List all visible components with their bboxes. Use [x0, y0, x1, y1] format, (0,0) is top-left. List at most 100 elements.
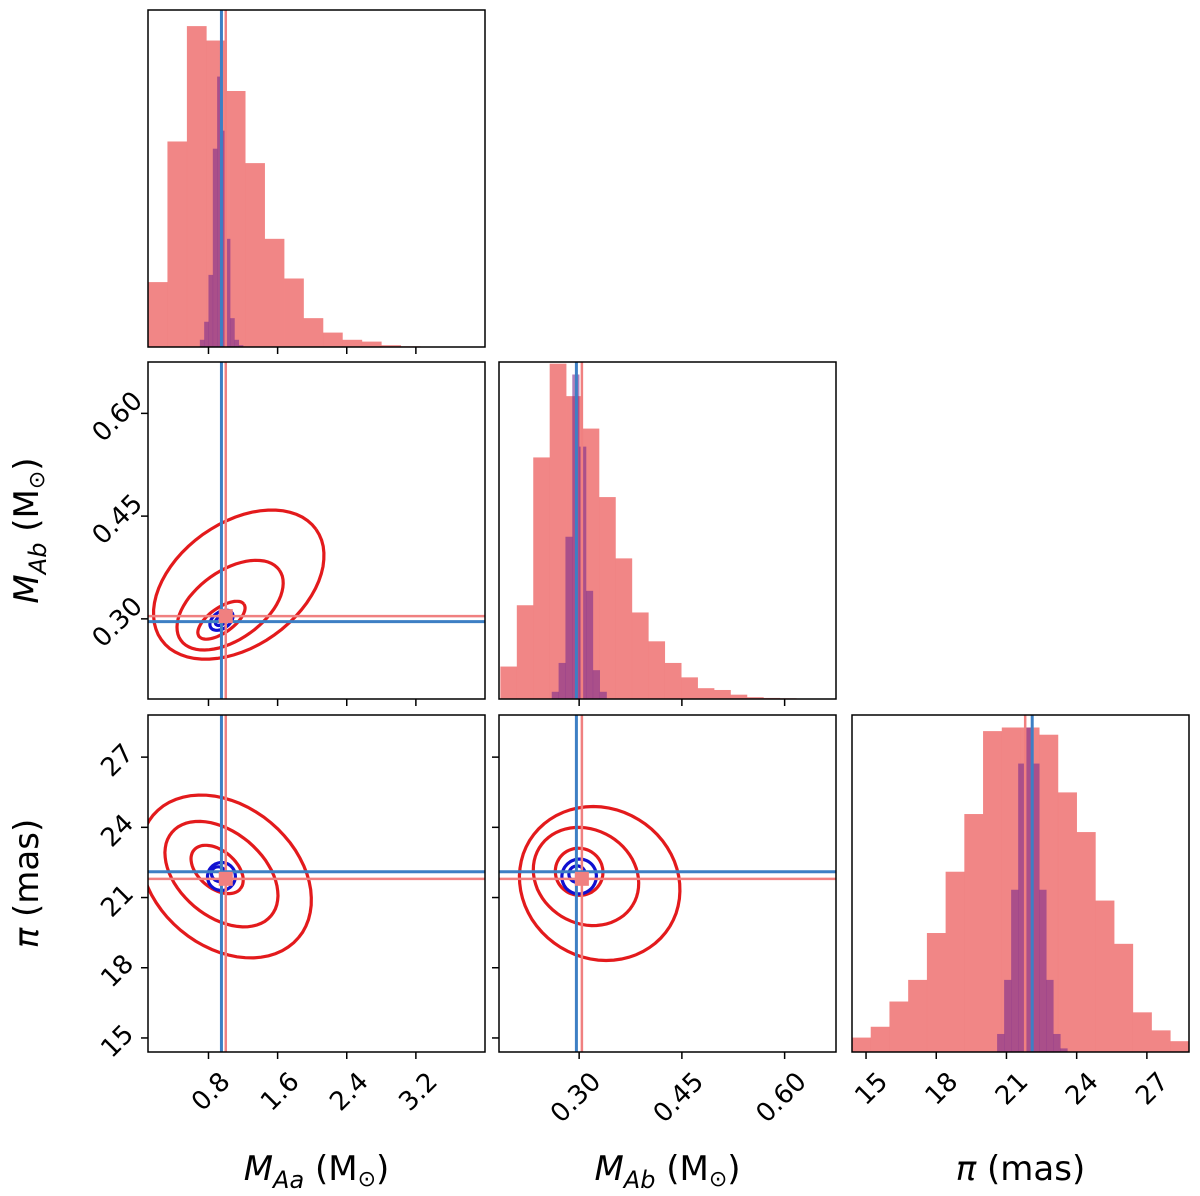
- y-tick-label: 24: [95, 809, 140, 854]
- y-tick-label: 0.30: [87, 591, 149, 653]
- hist-bar-narrow: [217, 76, 222, 347]
- hist-bar-wide: [945, 871, 965, 1052]
- hist-bar-wide: [983, 731, 1003, 1052]
- hist-bar-wide: [549, 363, 567, 699]
- x-tick-label: 0.60: [750, 1067, 812, 1129]
- hist-bar-narrow: [599, 691, 607, 699]
- hist-bar-wide: [533, 457, 550, 699]
- hist-bar-wide: [746, 697, 764, 699]
- contour-panel-MAa_plx: [148, 715, 485, 1052]
- hist-bar-wide: [186, 26, 207, 347]
- axis-subscript: Ab: [622, 1166, 656, 1194]
- axis-symbol: M: [594, 1149, 623, 1189]
- panel-frame: [498, 714, 837, 1053]
- y-tick-label: 27: [95, 738, 140, 783]
- hist-bar-wide: [599, 497, 616, 699]
- hist-bar-wide: [730, 694, 748, 699]
- hist-bar-wide: [1170, 1041, 1189, 1052]
- hist-bar-wide: [381, 345, 402, 347]
- hist-bar-narrow: [1032, 763, 1040, 1052]
- axis-unit-subscript: ⊙: [25, 471, 50, 489]
- hist-bar-narrow: [212, 148, 218, 347]
- hist-bar-narrow: [592, 670, 600, 699]
- contour-red: [531, 825, 641, 928]
- truth-marker: [218, 609, 233, 624]
- hist-bar-wide: [361, 341, 382, 347]
- axis-subscript: Ab: [24, 543, 52, 577]
- hist-bar-narrow: [221, 130, 227, 347]
- hist-bar-wide: [1114, 943, 1134, 1052]
- x-tick-label: 1.6: [255, 1067, 305, 1117]
- panel-frame: [147, 361, 486, 700]
- y-tick-label: 0.60: [87, 386, 149, 448]
- contour-red: [517, 804, 682, 963]
- y-tick-label: 18: [95, 949, 140, 994]
- hist-bar-narrow: [1039, 889, 1047, 1052]
- hist-bar-narrow: [551, 691, 559, 699]
- axis-symbol: π: [7, 927, 47, 948]
- truth-marker: [218, 871, 233, 886]
- y-tick-label: 0.45: [87, 489, 149, 551]
- axis-symbol: π: [956, 1149, 977, 1189]
- axis-unit: (M: [7, 489, 47, 542]
- axis-unit: (M: [655, 1149, 708, 1189]
- histogram-panel-plx: [852, 715, 1189, 1052]
- histogram-panel-MAa: [148, 10, 421, 347]
- hist-bar-wide: [908, 979, 928, 1052]
- hist-bar-narrow: [1053, 1033, 1061, 1052]
- axis-unit-close: ): [376, 1149, 389, 1189]
- contour-red: [152, 508, 326, 661]
- hist-bar-narrow: [208, 274, 214, 347]
- x-tick-label: 27: [1130, 1067, 1175, 1112]
- hist-bar-wide: [615, 558, 633, 699]
- axis-symbol: M: [244, 1149, 273, 1189]
- hist-bar-narrow: [225, 238, 231, 347]
- hist-bar-narrow: [1060, 1048, 1068, 1052]
- histogram-panel-MAb: [500, 362, 814, 699]
- axis-symbol: M: [7, 574, 47, 603]
- x-tick-label: 18: [920, 1067, 965, 1112]
- hist-bar-wide: [889, 1001, 909, 1052]
- hist-bar-wide: [697, 688, 715, 699]
- y-tick-label: 15: [95, 1019, 140, 1064]
- hist-bar-narrow: [1004, 979, 1012, 1052]
- hist-bar-wide: [245, 163, 265, 347]
- hist-bar-narrow: [1025, 727, 1033, 1052]
- panel-frame: [851, 714, 1190, 1053]
- contour-blue: [560, 857, 599, 896]
- hist-bar-narrow: [997, 1033, 1005, 1052]
- x-axis-label-MAa: MAa (M⊙): [244, 1149, 390, 1194]
- hist-bar-wide: [964, 814, 984, 1052]
- hist-bar-wide: [322, 332, 343, 347]
- contour-red: [148, 793, 313, 960]
- axis-unit-subscript: ⊙: [709, 1167, 727, 1192]
- hist-bar-wide: [1095, 900, 1115, 1052]
- corner-panels: 0.8 1.6 2.4 3.2 0.30 0.45 0.60 15 18 21 24 27 0.30 0.…: [7, 9, 1190, 1194]
- hist-bar-narrow: [234, 339, 240, 347]
- hist-bar-narrow: [558, 662, 566, 699]
- x-tick-label: 21: [990, 1067, 1035, 1112]
- hist-bar-wide: [714, 689, 731, 699]
- axis-unit-subscript: ⊙: [358, 1167, 376, 1192]
- hist-bar-narrow: [204, 321, 209, 347]
- y-tick-label: 21: [95, 879, 140, 924]
- hist-bar-wide: [1151, 1030, 1171, 1052]
- hist-bar-wide: [167, 141, 188, 347]
- hist-bar-wide: [500, 666, 518, 699]
- axis-unit: (M: [304, 1149, 357, 1189]
- hist-bar-wide: [516, 605, 534, 699]
- x-tick-label: 0.30: [545, 1067, 607, 1129]
- hist-bar-wide: [664, 662, 682, 699]
- contour-panel-MAa_MAb: [148, 362, 485, 699]
- x-tick-label: 2.4: [324, 1067, 374, 1117]
- hist-bar-wide: [681, 677, 698, 699]
- panel-frame: [147, 714, 486, 1053]
- contour-red: [175, 558, 285, 652]
- x-tick-label: 3.2: [393, 1067, 443, 1117]
- axis-unit: (mas): [976, 1149, 1085, 1189]
- truth-marker: [574, 871, 589, 886]
- hist-bar-narrow: [565, 536, 573, 699]
- contour-panel-MAb_plx: [499, 715, 836, 1052]
- hist-bar-narrow: [1046, 979, 1054, 1052]
- x-tick-label: 0.45: [648, 1067, 710, 1129]
